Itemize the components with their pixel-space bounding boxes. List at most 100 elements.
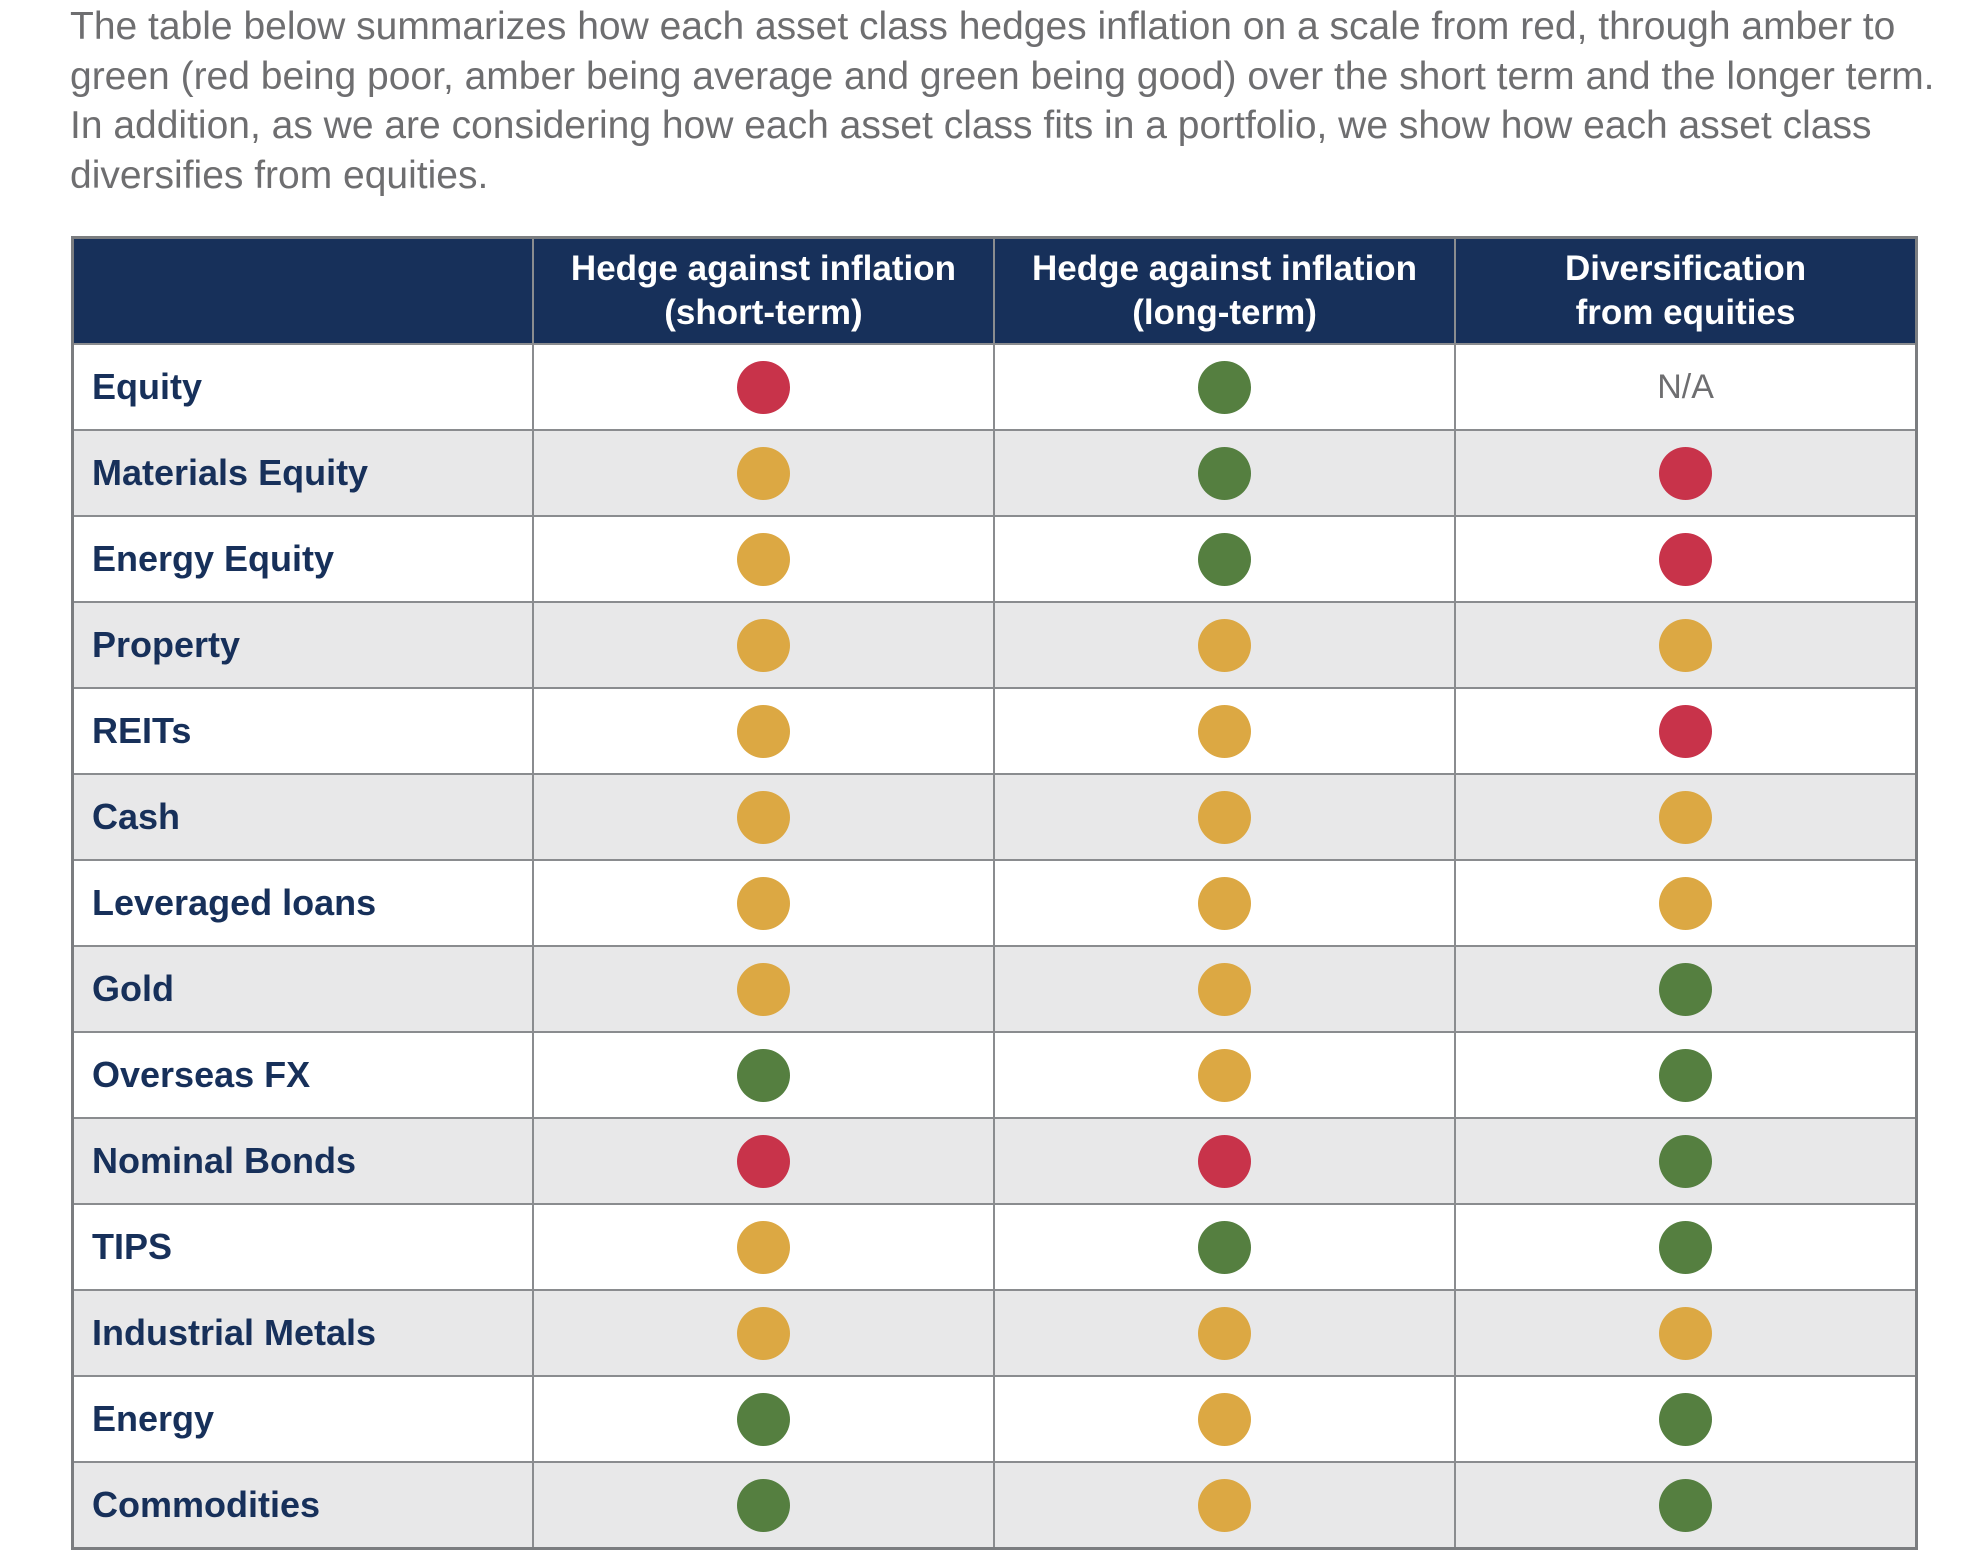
header-short-term: Hedge against inflation (short-term) bbox=[531, 236, 996, 345]
rating-cell bbox=[992, 1203, 1457, 1291]
rating-cell bbox=[1454, 429, 1918, 517]
amber-rating-dot-icon bbox=[1198, 962, 1252, 1016]
green-rating-dot-icon bbox=[736, 1392, 790, 1446]
table-row: Cash bbox=[71, 773, 1918, 861]
rating-cell bbox=[992, 859, 1457, 947]
rating-cell bbox=[992, 515, 1457, 603]
table-row: Energy bbox=[71, 1375, 1918, 1463]
rating-cell bbox=[531, 1375, 996, 1463]
rating-cell bbox=[1454, 515, 1918, 603]
amber-rating-dot-icon bbox=[1659, 876, 1713, 930]
red-rating-dot-icon bbox=[1659, 446, 1713, 500]
rating-cell bbox=[992, 429, 1457, 517]
rating-cell bbox=[531, 1289, 996, 1377]
header-diversification: Diversification from equities bbox=[1454, 236, 1918, 345]
rating-cell bbox=[992, 945, 1457, 1033]
rating-cell bbox=[992, 1375, 1457, 1463]
rating-cell bbox=[992, 687, 1457, 775]
rating-cell bbox=[531, 515, 996, 603]
asset-class-label: Leveraged loans bbox=[71, 859, 534, 947]
rating-cell bbox=[992, 343, 1457, 431]
green-rating-dot-icon bbox=[1198, 532, 1252, 586]
green-rating-dot-icon bbox=[1659, 1392, 1713, 1446]
asset-class-label: Energy bbox=[71, 1375, 534, 1463]
rating-cell bbox=[531, 429, 996, 517]
table-row: Commodities bbox=[71, 1461, 1918, 1550]
rating-cell bbox=[531, 1461, 996, 1550]
inflation-hedge-table: Hedge against inflation (short-term) Hedg… bbox=[71, 236, 1918, 1550]
not-applicable-text: N/A bbox=[1657, 367, 1714, 406]
table-row: TIPS bbox=[71, 1203, 1918, 1291]
rating-cell bbox=[992, 601, 1457, 689]
amber-rating-dot-icon bbox=[1659, 790, 1713, 844]
rating-cell: N/A bbox=[1454, 343, 1918, 431]
amber-rating-dot-icon bbox=[736, 532, 790, 586]
amber-rating-dot-icon bbox=[736, 962, 790, 1016]
table-row: Energy Equity bbox=[71, 515, 1918, 603]
header-line: Hedge against inflation bbox=[570, 249, 956, 288]
asset-class-label: Industrial Metals bbox=[71, 1289, 534, 1377]
table-row: Gold bbox=[71, 945, 1918, 1033]
amber-rating-dot-icon bbox=[1659, 1306, 1713, 1360]
rating-cell bbox=[992, 1289, 1457, 1377]
rating-cell bbox=[992, 1031, 1457, 1119]
rating-cell bbox=[531, 945, 996, 1033]
amber-rating-dot-icon bbox=[1198, 618, 1252, 672]
red-rating-dot-icon bbox=[1659, 704, 1713, 758]
rating-cell bbox=[1454, 1461, 1918, 1550]
rating-cell bbox=[1454, 945, 1918, 1033]
header-line: Diversification bbox=[1564, 249, 1807, 288]
asset-class-label: Materials Equity bbox=[71, 429, 534, 517]
intro-paragraph: The table below summarizes how each asse… bbox=[70, 5, 1935, 197]
asset-class-label: Commodities bbox=[71, 1461, 534, 1550]
green-rating-dot-icon bbox=[1659, 1478, 1713, 1532]
asset-class-label: Energy Equity bbox=[71, 515, 534, 603]
rating-cell bbox=[531, 859, 996, 947]
amber-rating-dot-icon bbox=[736, 1220, 790, 1274]
amber-rating-dot-icon bbox=[736, 704, 790, 758]
amber-rating-dot-icon bbox=[736, 446, 790, 500]
rating-cell bbox=[992, 773, 1457, 861]
amber-rating-dot-icon bbox=[1198, 704, 1252, 758]
asset-class-label: REITs bbox=[71, 687, 534, 775]
amber-rating-dot-icon bbox=[1198, 1478, 1252, 1532]
rating-cell bbox=[531, 1203, 996, 1291]
rating-cell bbox=[1454, 1117, 1918, 1205]
header-line: from equities bbox=[1575, 293, 1796, 332]
asset-class-label: Nominal Bonds bbox=[71, 1117, 534, 1205]
table-row: Materials Equity bbox=[71, 429, 1918, 517]
green-rating-dot-icon bbox=[1659, 1048, 1713, 1102]
amber-rating-dot-icon bbox=[1198, 876, 1252, 930]
amber-rating-dot-icon bbox=[736, 876, 790, 930]
amber-rating-dot-icon bbox=[1198, 1048, 1252, 1102]
table-row: Nominal Bonds bbox=[71, 1117, 1918, 1205]
green-rating-dot-icon bbox=[1659, 1220, 1713, 1274]
rating-cell bbox=[1454, 773, 1918, 861]
rating-cell bbox=[992, 1117, 1457, 1205]
rating-cell bbox=[531, 1117, 996, 1205]
header-line: (long-term) bbox=[1132, 293, 1317, 332]
asset-class-label: Overseas FX bbox=[71, 1031, 534, 1119]
asset-class-label: Cash bbox=[71, 773, 534, 861]
green-rating-dot-icon bbox=[736, 1048, 790, 1102]
table-row: Overseas FX bbox=[71, 1031, 1918, 1119]
table-row: Equity N/A bbox=[71, 343, 1918, 431]
green-rating-dot-icon bbox=[1659, 1134, 1713, 1188]
header-asset-class bbox=[71, 236, 534, 345]
green-rating-dot-icon bbox=[1198, 360, 1252, 414]
amber-rating-dot-icon bbox=[1659, 618, 1713, 672]
amber-rating-dot-icon bbox=[1198, 1306, 1252, 1360]
green-rating-dot-icon bbox=[1659, 962, 1713, 1016]
rating-cell bbox=[531, 343, 996, 431]
rating-cell bbox=[992, 1461, 1457, 1550]
rating-cell bbox=[1454, 601, 1918, 689]
asset-class-label: TIPS bbox=[71, 1203, 534, 1291]
rating-cell bbox=[1454, 1375, 1918, 1463]
table-row: Property bbox=[71, 601, 1918, 689]
rating-cell bbox=[531, 1031, 996, 1119]
red-rating-dot-icon bbox=[1659, 532, 1713, 586]
rating-cell bbox=[531, 773, 996, 861]
amber-rating-dot-icon bbox=[736, 618, 790, 672]
header-line: (short-term) bbox=[664, 293, 863, 332]
amber-rating-dot-icon bbox=[1198, 1392, 1252, 1446]
